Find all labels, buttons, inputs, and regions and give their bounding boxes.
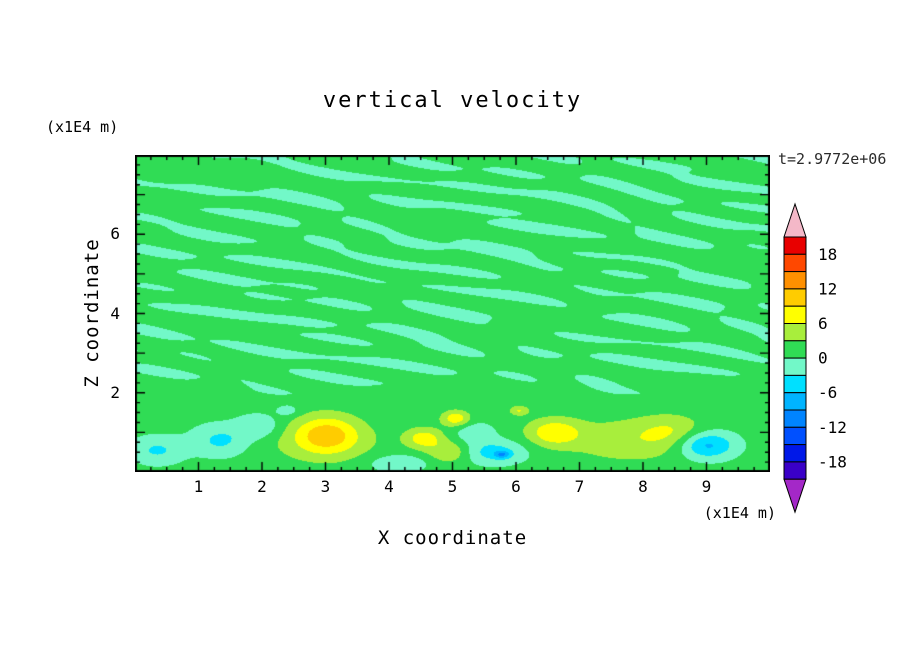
colorbar-band (783, 392, 807, 411)
x-tick-label: 4 (384, 477, 394, 496)
x-tick-label: 2 (257, 477, 267, 496)
time-annotation: t=2.9772e+06 (778, 150, 887, 168)
x-tick-label: 9 (701, 477, 712, 496)
y-axis-unit: (x1E4 m) (46, 118, 119, 136)
colorbar-tick-label: 0 (818, 349, 828, 368)
colorbar-band (783, 426, 807, 446)
x-axis-unit: (x1E4 m) (703, 504, 776, 522)
colorbar-band (783, 253, 807, 273)
x-axis-label: X coordinate (377, 527, 528, 549)
x-tick-label: 1 (193, 477, 204, 496)
colorbar-band (783, 409, 807, 428)
colorbar-tick-label: -18 (818, 452, 847, 471)
colorbar-band (783, 444, 807, 463)
colorbar-over-arrow (783, 202, 807, 238)
chart-title: vertical velocity (322, 88, 583, 113)
colorbar-band (783, 340, 807, 359)
colorbar-band (783, 305, 807, 324)
x-tick-label: 6 (511, 477, 521, 496)
colorbar-band (783, 288, 807, 307)
contour-field-plot (135, 155, 770, 472)
colorbar-band (783, 236, 807, 255)
colorbar-under-arrow (783, 478, 807, 514)
x-tick-label: 3 (320, 477, 331, 496)
colorbar-tick-label: 12 (818, 279, 837, 298)
x-tick-label: 8 (638, 477, 648, 496)
colorbar-band (783, 374, 807, 394)
colorbar-band (783, 271, 807, 290)
colorbar-tick-label: 18 (818, 245, 837, 264)
colorbar-band (783, 323, 807, 342)
x-tick-label: 5 (447, 477, 458, 496)
colorbar-band (783, 461, 807, 480)
colorbar-tick-label: 6 (818, 314, 828, 333)
y-tick-label: 2 (110, 382, 120, 402)
x-tick-label: 7 (574, 477, 585, 496)
y-tick-label: 4 (110, 303, 120, 323)
colorbar-tick-label: -6 (818, 383, 837, 402)
colorbar-tick-label: -12 (818, 418, 847, 437)
colorbar: 18 12 6 0 -6 -12 -18 (783, 202, 847, 514)
colorbar-band (783, 357, 807, 376)
y-tick-label: 6 (110, 224, 120, 244)
